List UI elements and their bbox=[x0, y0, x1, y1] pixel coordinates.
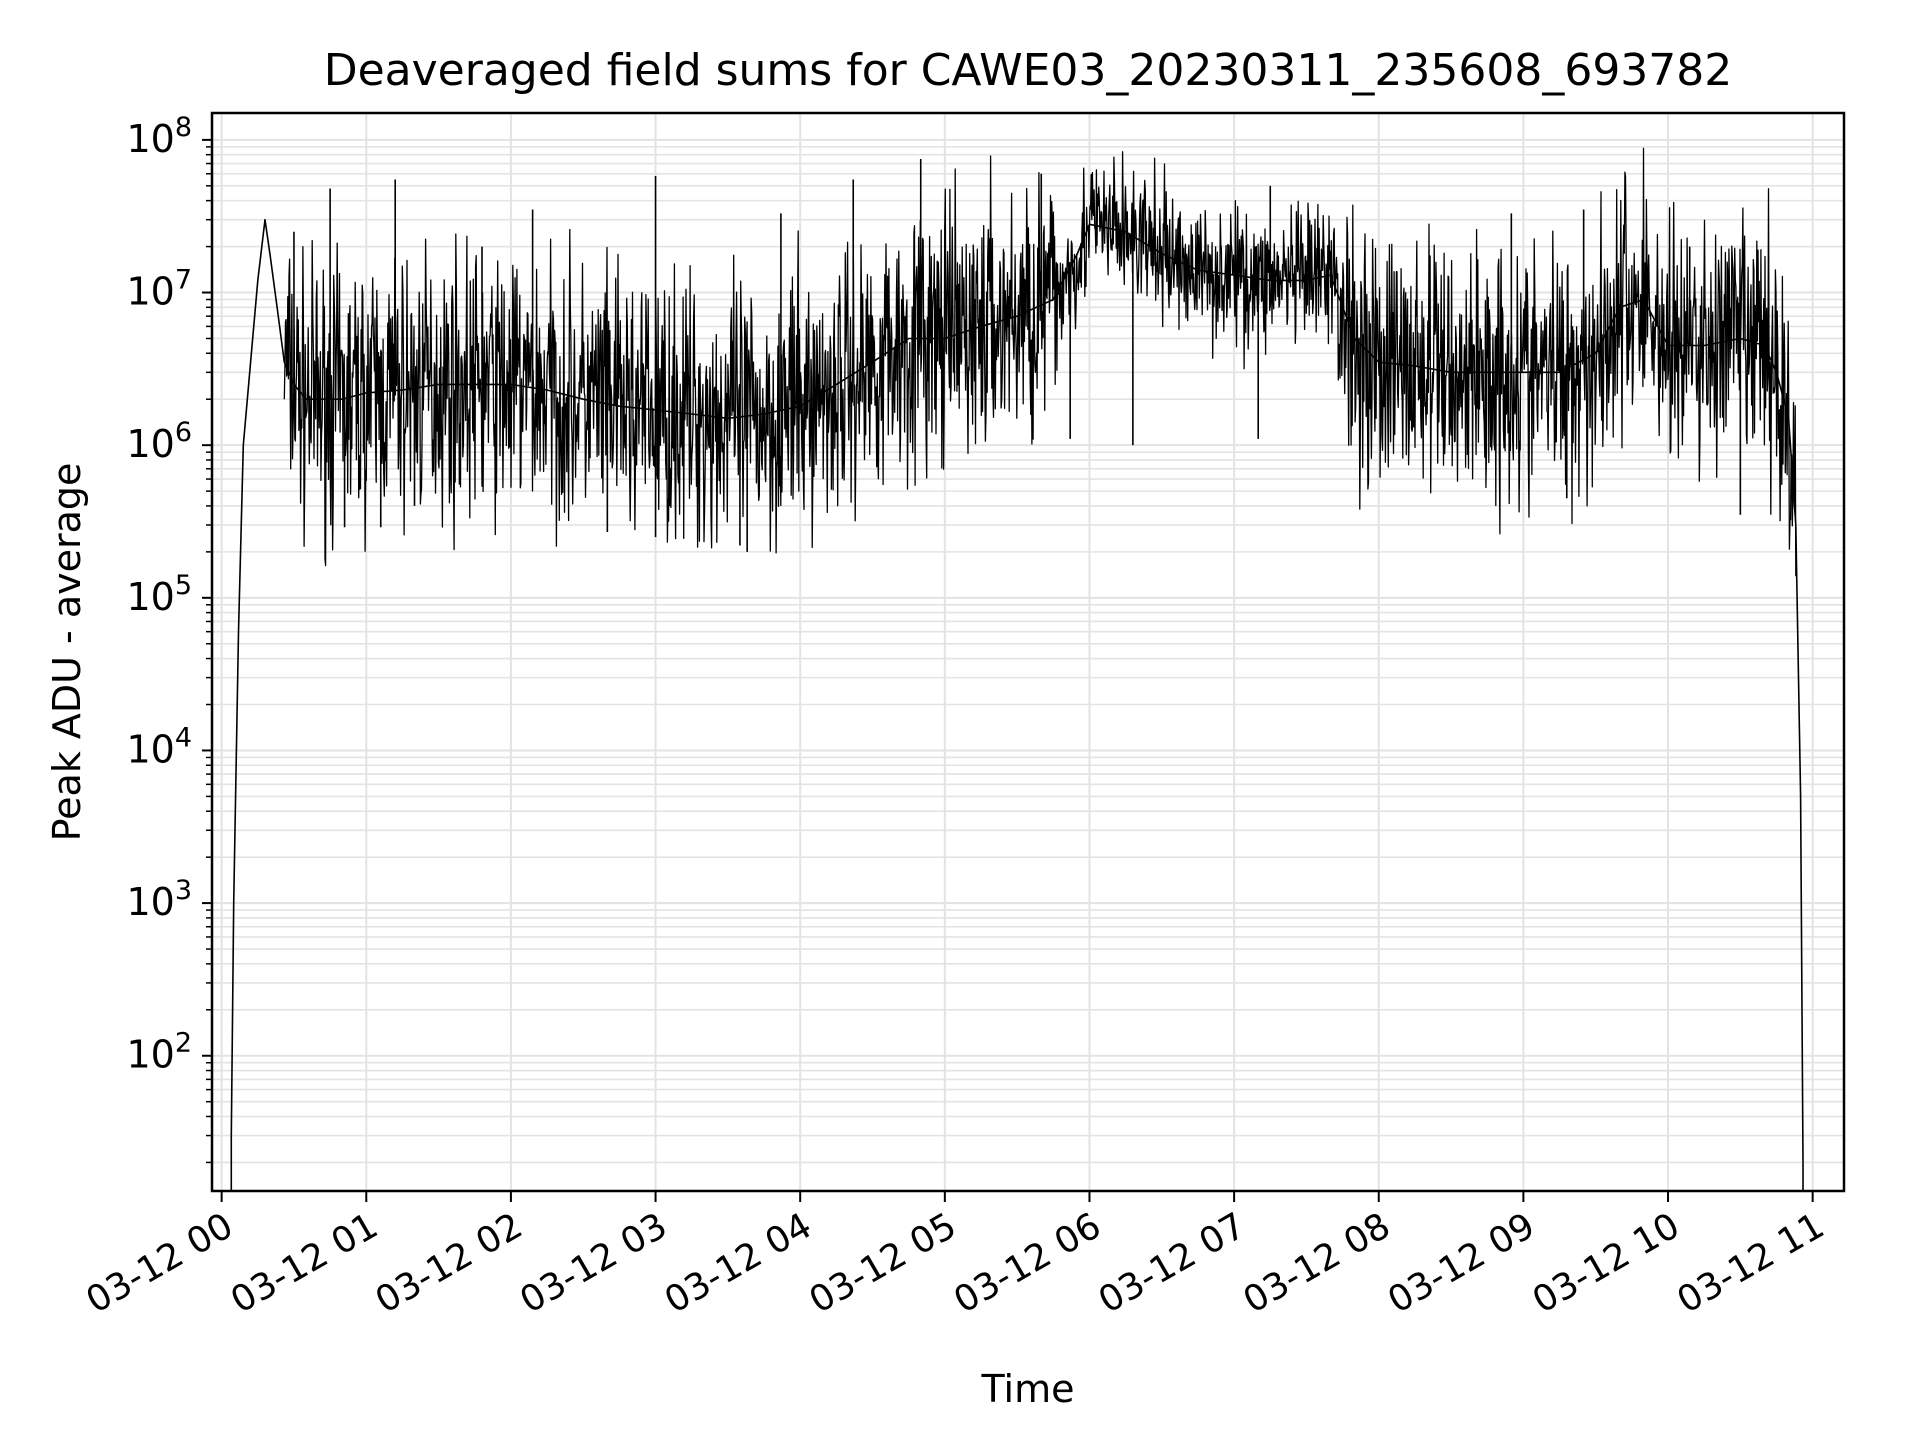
y-tick-label: 102 bbox=[126, 1028, 192, 1077]
grid bbox=[212, 113, 1844, 1191]
y-tick-label: 107 bbox=[126, 265, 192, 314]
series-noise-line bbox=[283, 147, 1797, 577]
y-tick-label: 106 bbox=[126, 417, 192, 466]
chart-title: Deaveraged field sums for CAWE03_2023031… bbox=[324, 45, 1733, 96]
series-group bbox=[230, 147, 1804, 1191]
axes-frame bbox=[210, 111, 1846, 1193]
y-axis-label: Peak ADU - average bbox=[45, 463, 89, 842]
y-tick-label: 104 bbox=[126, 722, 192, 771]
plot-area bbox=[230, 147, 1804, 1191]
series-line bbox=[230, 218, 1804, 1163]
y-tick-label: 103 bbox=[126, 875, 192, 924]
x-axis-label: Time bbox=[981, 1367, 1075, 1411]
y-tick-label: 108 bbox=[126, 112, 192, 161]
y-tick-label: 105 bbox=[126, 570, 192, 619]
